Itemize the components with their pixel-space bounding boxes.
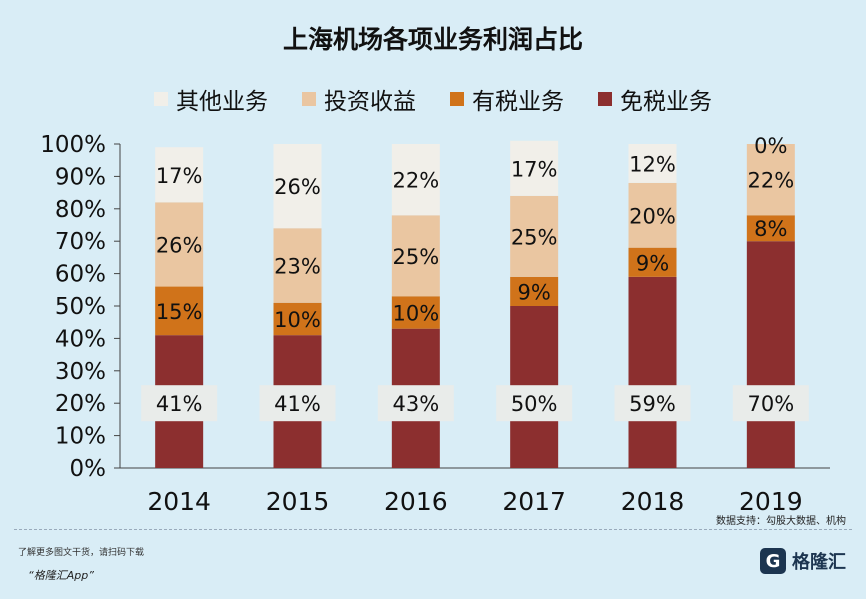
data-label: 41% <box>156 392 203 416</box>
data-label: 41% <box>274 392 321 416</box>
y-tick-label: 20% <box>55 391 106 417</box>
data-label: 15% <box>156 300 203 324</box>
data-label-box <box>496 385 573 422</box>
bar-segment <box>746 144 795 216</box>
bar-segment <box>273 228 322 303</box>
data-label: 50% <box>511 392 558 416</box>
data-label: 20% <box>629 204 676 228</box>
legend-label-other: 其他业务 <box>176 89 268 115</box>
legend-item-duty-free: 免税业务 <box>598 82 712 116</box>
y-tick-label: 100% <box>40 132 106 158</box>
brand-name: 格隆汇 <box>792 552 846 573</box>
data-label: 12% <box>629 152 676 176</box>
brand-logo-icon: G <box>760 548 786 574</box>
bar-segment <box>746 241 795 468</box>
x-tick-label: 2018 <box>621 487 685 516</box>
data-label: 59% <box>629 392 676 416</box>
data-label: 10% <box>392 301 439 325</box>
legend-item-investment: 投资收益 <box>302 82 416 116</box>
y-tick-label: 90% <box>55 164 106 190</box>
y-tick-label: 30% <box>55 359 106 385</box>
data-label: 9% <box>636 251 669 275</box>
x-tick-label: 2014 <box>147 487 211 516</box>
bar-segment <box>273 144 322 229</box>
legend-label-investment: 投资收益 <box>324 89 416 115</box>
bar-segment <box>391 144 440 216</box>
y-tick-label: 60% <box>55 262 106 288</box>
legend-swatch-other <box>154 92 168 106</box>
y-tick-label: 50% <box>55 294 106 320</box>
legend-swatch-duty-paid <box>450 92 464 106</box>
bar-segment <box>628 276 677 468</box>
data-label: 25% <box>392 245 439 269</box>
bar-segment <box>510 195 559 277</box>
data-label-box <box>259 385 336 422</box>
bar-segment <box>510 140 559 196</box>
legend: 其他业务 投资收益 有税业务 免税业务 <box>0 82 866 116</box>
source-note: 数据支持：勾股大数据、机构 <box>716 516 846 527</box>
data-label: 26% <box>156 233 203 257</box>
y-tick-label: 10% <box>55 424 106 450</box>
legend-item-duty-paid: 有税业务 <box>450 82 564 116</box>
bar-segment <box>273 302 322 336</box>
stacked-bar-chart: 0% 10% 20% 30% 40% 50% 60% 70% 80% 90% 100% 41% 15% 2… <box>40 132 830 516</box>
data-label: 9% <box>518 280 551 304</box>
bar-segment <box>155 286 204 336</box>
data-label: 10% <box>274 308 321 332</box>
data-label: 23% <box>274 255 321 279</box>
bar-segment <box>628 182 677 248</box>
bar-segment <box>746 215 795 242</box>
bar-segment <box>155 147 204 203</box>
y-tick-label: 40% <box>55 326 106 352</box>
bar-segment <box>510 276 559 306</box>
bar-segment <box>391 296 440 329</box>
bar-segment <box>391 215 440 297</box>
data-label: 26% <box>274 175 321 199</box>
data-label-box <box>377 385 454 422</box>
data-label: 25% <box>511 225 558 249</box>
legend-swatch-duty-free <box>598 92 612 106</box>
legend-label-duty-paid: 有税业务 <box>472 89 564 115</box>
data-label: 0% <box>754 134 787 158</box>
data-label-box <box>141 385 218 422</box>
divider <box>14 529 852 530</box>
data-label: 8% <box>754 217 787 241</box>
data-label: 70% <box>747 392 794 416</box>
y-tick-label: 70% <box>55 229 106 255</box>
data-label-box <box>732 385 809 422</box>
data-label: 22% <box>747 169 794 193</box>
x-tick-label: 2015 <box>266 487 330 516</box>
data-label: 22% <box>392 169 439 193</box>
legend-label-duty-free: 免税业务 <box>620 89 712 115</box>
data-label: 17% <box>511 157 558 181</box>
x-tick-label: 2017 <box>502 487 566 516</box>
x-tick-label: 2016 <box>384 487 448 516</box>
legend-swatch-investment <box>302 92 316 106</box>
footer-note: 了解更多图文干货，请扫码下载 <box>18 548 145 558</box>
bar-segment <box>155 202 204 287</box>
data-label-box <box>614 385 691 422</box>
bar-segment <box>628 144 677 183</box>
x-tick-label: 2019 <box>739 487 803 516</box>
y-tick-label: 80% <box>55 197 106 223</box>
bar-segment <box>628 247 677 277</box>
chart-title: 上海机场各项业务利润占比 <box>282 25 583 54</box>
data-label: 17% <box>156 164 203 188</box>
footer-app-name: “格隆汇App” <box>28 569 94 582</box>
y-tick-label: 0% <box>70 456 107 482</box>
legend-item-other: 其他业务 <box>154 82 268 116</box>
data-label: 43% <box>392 392 439 416</box>
brand: G 格隆汇 <box>760 548 846 574</box>
